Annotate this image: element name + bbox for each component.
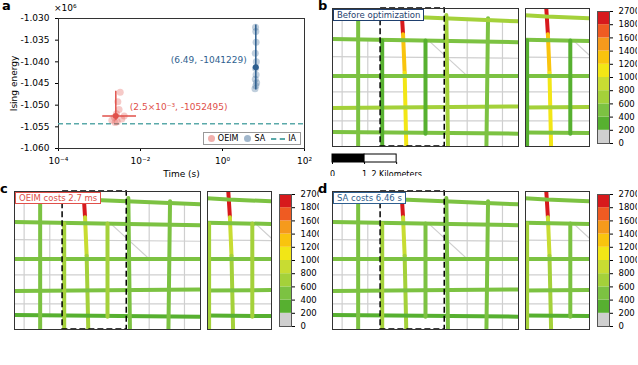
svg-text:-1.035: -1.035 xyxy=(20,35,49,45)
svg-text:10⁻⁴: 10⁻⁴ xyxy=(49,156,69,166)
svg-text:800: 800 xyxy=(301,268,317,278)
html-text:d: d xyxy=(318,181,328,196)
svg-text:-1.045: -1.045 xyxy=(20,78,49,88)
svg-text:1000: 1000 xyxy=(301,255,320,265)
svg-text:600: 600 xyxy=(301,282,317,292)
html-text:IA: IA xyxy=(288,134,296,143)
svg-text:600: 600 xyxy=(619,99,635,109)
svg-text:400: 400 xyxy=(619,112,635,122)
svg-text:1000: 1000 xyxy=(619,72,638,82)
html-text:OEIM costs 2.7 ms: OEIM costs 2.7 ms xyxy=(19,193,98,203)
svg-text:-1.060: -1.060 xyxy=(20,143,49,153)
svg-text:1400: 1400 xyxy=(619,46,638,56)
svg-text:-1.050: -1.050 xyxy=(20,100,49,110)
svg-text:2700: 2700 xyxy=(301,189,320,199)
svg-text:200: 200 xyxy=(619,308,635,318)
html-text:SA: SA xyxy=(254,134,266,143)
svg-text:1: 1 xyxy=(362,170,367,176)
html-text:c: c xyxy=(0,181,8,196)
svg-text:200: 200 xyxy=(619,125,635,135)
svg-text:0: 0 xyxy=(330,170,335,176)
svg-text:1600: 1600 xyxy=(619,216,638,226)
svg-text:400: 400 xyxy=(301,295,317,305)
svg-text:10⁰: 10⁰ xyxy=(215,156,230,166)
svg-text:1400: 1400 xyxy=(619,229,638,239)
svg-text:(2.5×10⁻³, -1052495): (2.5×10⁻³, -1052495) xyxy=(130,102,228,112)
svg-text:-1.055: -1.055 xyxy=(20,122,49,132)
svg-text:Ising energy: Ising energy xyxy=(9,55,19,111)
svg-text:1800: 1800 xyxy=(301,202,320,212)
svg-text:600: 600 xyxy=(619,282,635,292)
svg-text:400: 400 xyxy=(619,295,635,305)
svg-text:-1.040: -1.040 xyxy=(20,57,49,67)
svg-text:1000: 1000 xyxy=(619,255,638,265)
svg-text:1200: 1200 xyxy=(619,242,638,252)
svg-text:2700: 2700 xyxy=(619,189,638,199)
svg-text:1200: 1200 xyxy=(619,59,638,69)
svg-text:1600: 1600 xyxy=(619,33,638,43)
svg-text:800: 800 xyxy=(619,85,635,95)
svg-text:2 Kilometers: 2 Kilometers xyxy=(371,170,421,176)
html-text:OEIM: OEIM xyxy=(217,134,239,143)
svg-text:1800: 1800 xyxy=(619,202,638,212)
svg-text:0: 0 xyxy=(619,321,624,331)
svg-text:10²: 10² xyxy=(297,156,312,166)
svg-text:1400: 1400 xyxy=(301,229,320,239)
svg-text:0: 0 xyxy=(301,321,306,331)
svg-text:10⁻²: 10⁻² xyxy=(131,156,151,166)
svg-text:-1.030: -1.030 xyxy=(20,13,49,23)
svg-text:1800: 1800 xyxy=(619,19,638,29)
svg-text:800: 800 xyxy=(619,268,635,278)
svg-text:Time (s): Time (s) xyxy=(162,169,200,179)
svg-text:(6.49, -1041229): (6.49, -1041229) xyxy=(171,55,247,65)
html-text:SA costs 6.46 s: SA costs 6.46 s xyxy=(337,193,402,203)
svg-text:0: 0 xyxy=(619,138,624,148)
svg-text:200: 200 xyxy=(301,308,317,318)
svg-text:1200: 1200 xyxy=(301,242,320,252)
svg-text:2700: 2700 xyxy=(619,6,638,16)
svg-text:1600: 1600 xyxy=(301,216,320,226)
html-text:×10⁶: ×10⁶ xyxy=(54,3,77,13)
html-text:Before optimization: Before optimization xyxy=(337,10,421,20)
